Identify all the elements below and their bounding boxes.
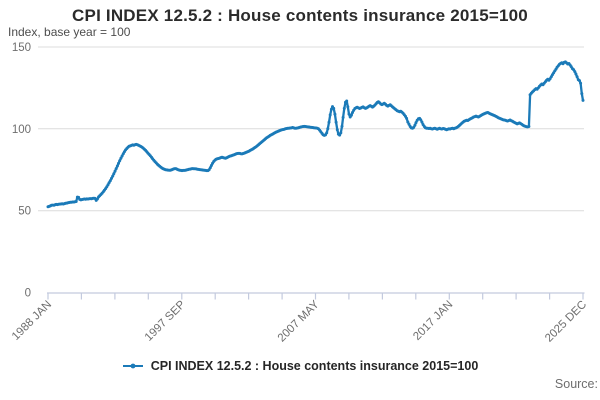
data-point-marker bbox=[573, 70, 577, 74]
data-point-marker bbox=[342, 106, 346, 110]
data-point-marker bbox=[119, 156, 123, 160]
data-point-marker bbox=[74, 200, 78, 203]
chart-subtitle: Index, base year = 100 bbox=[8, 25, 131, 39]
x-tick-label: 2007 MAY bbox=[276, 298, 322, 344]
legend: CPI INDEX 12.5.2 : House contents insura… bbox=[0, 359, 600, 373]
x-tick-label: 2017 JAN bbox=[411, 299, 455, 343]
data-point-marker bbox=[325, 131, 329, 135]
data-point-marker bbox=[420, 120, 424, 124]
data-point-marker bbox=[329, 107, 333, 111]
x-tick-label: 1997 SEP bbox=[143, 298, 188, 343]
data-point-marker bbox=[340, 124, 344, 128]
data-point-marker bbox=[111, 174, 115, 178]
series-line bbox=[46, 60, 585, 208]
data-point-marker bbox=[351, 111, 354, 114]
y-tick-label-50: 50 bbox=[18, 206, 31, 218]
data-point-marker bbox=[115, 164, 119, 168]
data-point-marker bbox=[581, 98, 585, 102]
data-point-marker bbox=[339, 131, 343, 135]
data-point-marker bbox=[335, 128, 339, 132]
data-point-marker bbox=[578, 79, 581, 83]
data-point-marker bbox=[120, 154, 124, 158]
data-point-marker bbox=[338, 133, 342, 137]
chart-title: CPI INDEX 12.5.2 : House contents insura… bbox=[72, 6, 528, 25]
x-tick-label: 1988 JAN bbox=[10, 299, 54, 343]
data-point-marker bbox=[527, 125, 531, 128]
data-point-marker bbox=[118, 159, 122, 163]
data-point-marker bbox=[328, 113, 332, 117]
data-point-marker bbox=[209, 164, 213, 167]
data-point-marker bbox=[110, 176, 113, 180]
data-point-marker bbox=[208, 166, 212, 170]
data-point-marker bbox=[113, 169, 117, 173]
x-tick-label: 2025 DEC bbox=[543, 299, 589, 345]
data-point-marker bbox=[412, 125, 416, 129]
data-point-marker bbox=[114, 167, 118, 171]
legend-label: CPI INDEX 12.5.2 : House contents insura… bbox=[150, 359, 479, 373]
data-point-marker bbox=[406, 120, 410, 124]
data-point-marker bbox=[341, 115, 345, 119]
data-point-marker bbox=[405, 116, 409, 120]
data-point-marker bbox=[580, 92, 584, 96]
data-point-marker bbox=[326, 127, 330, 131]
data-point-marker bbox=[345, 99, 349, 103]
data-point-marker bbox=[413, 123, 417, 127]
data-point-marker bbox=[574, 72, 578, 76]
data-point-marker bbox=[414, 121, 418, 125]
data-point-marker bbox=[347, 112, 351, 116]
data-point-marker bbox=[334, 120, 338, 124]
data-point-marker bbox=[575, 75, 579, 79]
legend-line-marker-icon bbox=[122, 363, 143, 369]
data-point-marker bbox=[407, 122, 411, 126]
data-point-marker bbox=[112, 172, 116, 176]
y-tick-label-0: 0 bbox=[25, 288, 31, 300]
data-point-marker bbox=[346, 105, 350, 109]
data-point-marker bbox=[117, 161, 120, 165]
y-tick-label-100: 100 bbox=[12, 124, 31, 136]
data-point-marker bbox=[333, 112, 337, 116]
data-point-marker bbox=[419, 118, 423, 122]
data-point-marker bbox=[579, 81, 583, 85]
source-text: Source: bbox=[554, 377, 598, 391]
y-tick-label-150: 150 bbox=[12, 42, 31, 54]
data-point-marker bbox=[332, 106, 336, 110]
data-point-marker bbox=[108, 179, 112, 183]
data-point-marker bbox=[349, 113, 353, 117]
data-point-marker bbox=[327, 120, 331, 124]
